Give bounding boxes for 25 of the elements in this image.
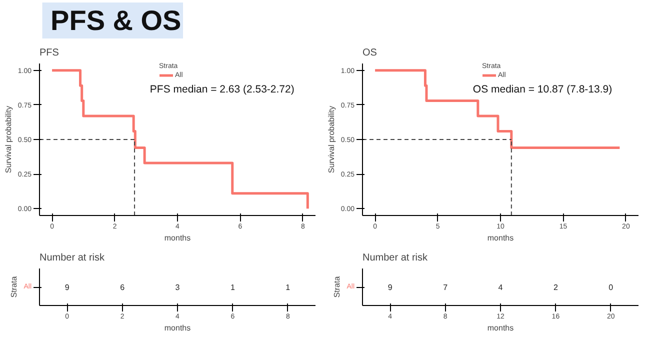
y-axis-title: Strata bbox=[332, 276, 342, 298]
chart-title: OS bbox=[362, 48, 378, 58]
x-axis-title: months bbox=[164, 324, 191, 332]
y-axis-title: Survival probability bbox=[4, 106, 13, 174]
chart-title: Number at risk bbox=[40, 252, 106, 264]
annotation: OS median = 10.87 (7.8-13.9) bbox=[472, 83, 612, 96]
data-label: 9 bbox=[64, 283, 70, 292]
data-label: 7 bbox=[443, 283, 448, 292]
annotation: PFS median = 2.63 (2.53-2.72) bbox=[150, 83, 294, 96]
data-label: 4 bbox=[498, 283, 504, 292]
x-axis-title: months bbox=[487, 234, 514, 242]
y-axis-title: Strata bbox=[10, 276, 19, 298]
data-label: 1 bbox=[230, 283, 236, 292]
data-label: 0 bbox=[608, 283, 614, 292]
data-label: 6 bbox=[120, 283, 126, 292]
data-label: 9 bbox=[388, 283, 393, 292]
data-label: 3 bbox=[175, 283, 180, 292]
data-label: 1 bbox=[286, 283, 291, 292]
data-label: 2 bbox=[553, 283, 558, 292]
chart-title: Number at risk bbox=[362, 252, 429, 264]
text: PFS & OS bbox=[50, 5, 182, 36]
x-axis-title: months bbox=[164, 234, 191, 242]
x-axis-title: months bbox=[487, 324, 514, 332]
y-axis-title: Survival probability bbox=[326, 106, 336, 174]
chart-title: PFS bbox=[40, 48, 60, 58]
